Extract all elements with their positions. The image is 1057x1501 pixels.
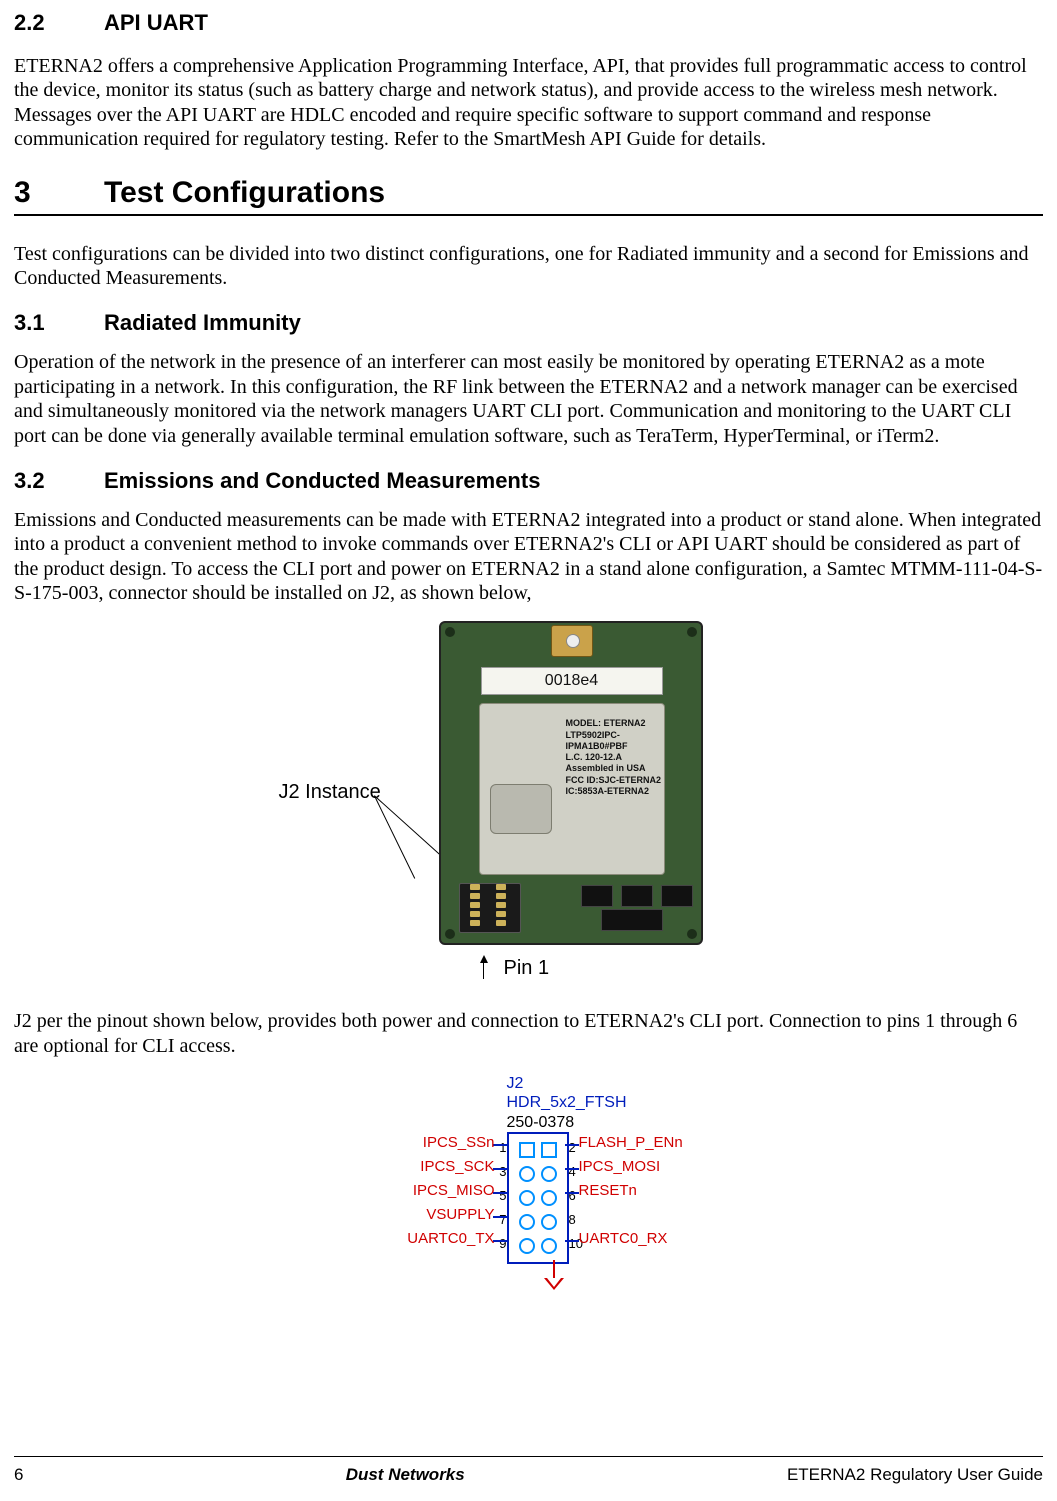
signal-label: IPCS_MOSI <box>579 1158 661 1175</box>
connector-outline: 12 34 56 78 910 <box>507 1132 569 1264</box>
footer-right: ETERNA2 Regulatory User Guide <box>787 1465 1043 1485</box>
heading-number: 3 <box>14 176 104 210</box>
body-3-2b: J2 per the pinout shown below, provides … <box>14 1009 1043 1058</box>
crystal <box>490 784 552 834</box>
signal-label: UARTC0_TX <box>407 1230 494 1247</box>
mounting-hole <box>445 627 455 637</box>
pin-num: 5 <box>495 1188 507 1203</box>
pin-num: 7 <box>495 1212 507 1227</box>
title-line1: J2 <box>507 1075 524 1092</box>
signal-label: IPCS_SSn <box>423 1134 495 1151</box>
pin-row: 56 <box>509 1186 567 1208</box>
footer-rule <box>14 1456 1043 1457</box>
pin-row: 12 <box>509 1138 567 1160</box>
heading-3: 3Test Configurations <box>14 176 1043 212</box>
body-3-1: Operation of the network in the presence… <box>14 350 1043 448</box>
pin1-label: Pin 1 <box>504 957 550 980</box>
pin-num: 1 <box>495 1140 507 1155</box>
pin-row: 78 <box>509 1210 567 1232</box>
board-wrap: 0018e4 MODEL: ETERNA2 LTP5902IPC- IPMA1B… <box>439 621 699 941</box>
page: { "sections": { "s22": { "num": "2.2", "… <box>0 0 1057 1501</box>
page-number: 6 <box>14 1465 23 1485</box>
barcode-label: 0018e4 <box>481 667 663 695</box>
signal-label: VSUPPLY <box>426 1206 494 1223</box>
pinout-title: J2 HDR_5x2_FTSH 250-0378 <box>507 1074 627 1132</box>
antenna-connector <box>551 625 593 657</box>
signal-label: RESETn <box>579 1182 637 1199</box>
misc-components <box>581 885 691 931</box>
j2-header <box>459 883 521 933</box>
module-label-text: MODEL: ETERNA2 LTP5902IPC- IPMA1B0#PBF L… <box>566 718 656 797</box>
signal-label: IPCS_MISO <box>413 1182 495 1199</box>
pin1-arrow <box>483 957 485 979</box>
heading-title: Test Configurations <box>104 176 385 209</box>
figure-pinout: J2 HDR_5x2_FTSH 250-0378 12 34 56 78 910… <box>339 1074 719 1284</box>
body-2-2: ETERNA2 offers a comprehensive Applicati… <box>14 54 1043 152</box>
heading-3-1: 3.1Radiated Immunity <box>14 310 1043 336</box>
leader-line <box>373 796 415 880</box>
heading-title: Radiated Immunity <box>104 310 301 335</box>
heading-number: 2.2 <box>14 10 104 36</box>
signal-label: IPCS_SCK <box>420 1158 494 1175</box>
title-line3: 250-0378 <box>507 1114 575 1131</box>
pcb-board: 0018e4 MODEL: ETERNA2 LTP5902IPC- IPMA1B… <box>439 621 703 945</box>
ground-icon <box>544 1278 564 1290</box>
pin-num: 8 <box>569 1212 585 1227</box>
pin-row: 910 <box>509 1234 567 1256</box>
footer-center: Dust Networks <box>346 1465 465 1485</box>
heading-2-2: 2.2API UART <box>14 10 1043 36</box>
heading-rule <box>14 214 1043 216</box>
pin-num: 3 <box>495 1164 507 1179</box>
mounting-hole <box>687 627 697 637</box>
mounting-hole <box>445 929 455 939</box>
heading-3-2: 3.2Emissions and Conducted Measurements <box>14 468 1043 494</box>
heading-number: 3.1 <box>14 310 104 336</box>
pin-row: 34 <box>509 1162 567 1184</box>
leader-line <box>373 796 440 856</box>
j2-instance-label: J2 Instance <box>279 781 381 804</box>
rf-module: MODEL: ETERNA2 LTP5902IPC- IPMA1B0#PBF L… <box>479 703 665 875</box>
title-line2: HDR_5x2_FTSH <box>507 1094 627 1111</box>
page-footer: 6 Dust Networks ETERNA2 Regulatory User … <box>14 1465 1043 1485</box>
figure-board-photo: J2 Instance 0018e4 MODEL: ETERNA2 LTP590… <box>279 621 779 991</box>
body-3: Test configurations can be divided into … <box>14 242 1043 291</box>
heading-title: API UART <box>104 10 208 35</box>
ground-line <box>553 1260 556 1278</box>
signal-label: UARTC0_RX <box>579 1230 668 1247</box>
body-3-2: Emissions and Conducted measurements can… <box>14 508 1043 606</box>
signal-label: FLASH_P_ENn <box>579 1134 683 1151</box>
heading-title: Emissions and Conducted Measurements <box>104 468 540 493</box>
pin-num: 9 <box>495 1236 507 1251</box>
heading-number: 3.2 <box>14 468 104 494</box>
